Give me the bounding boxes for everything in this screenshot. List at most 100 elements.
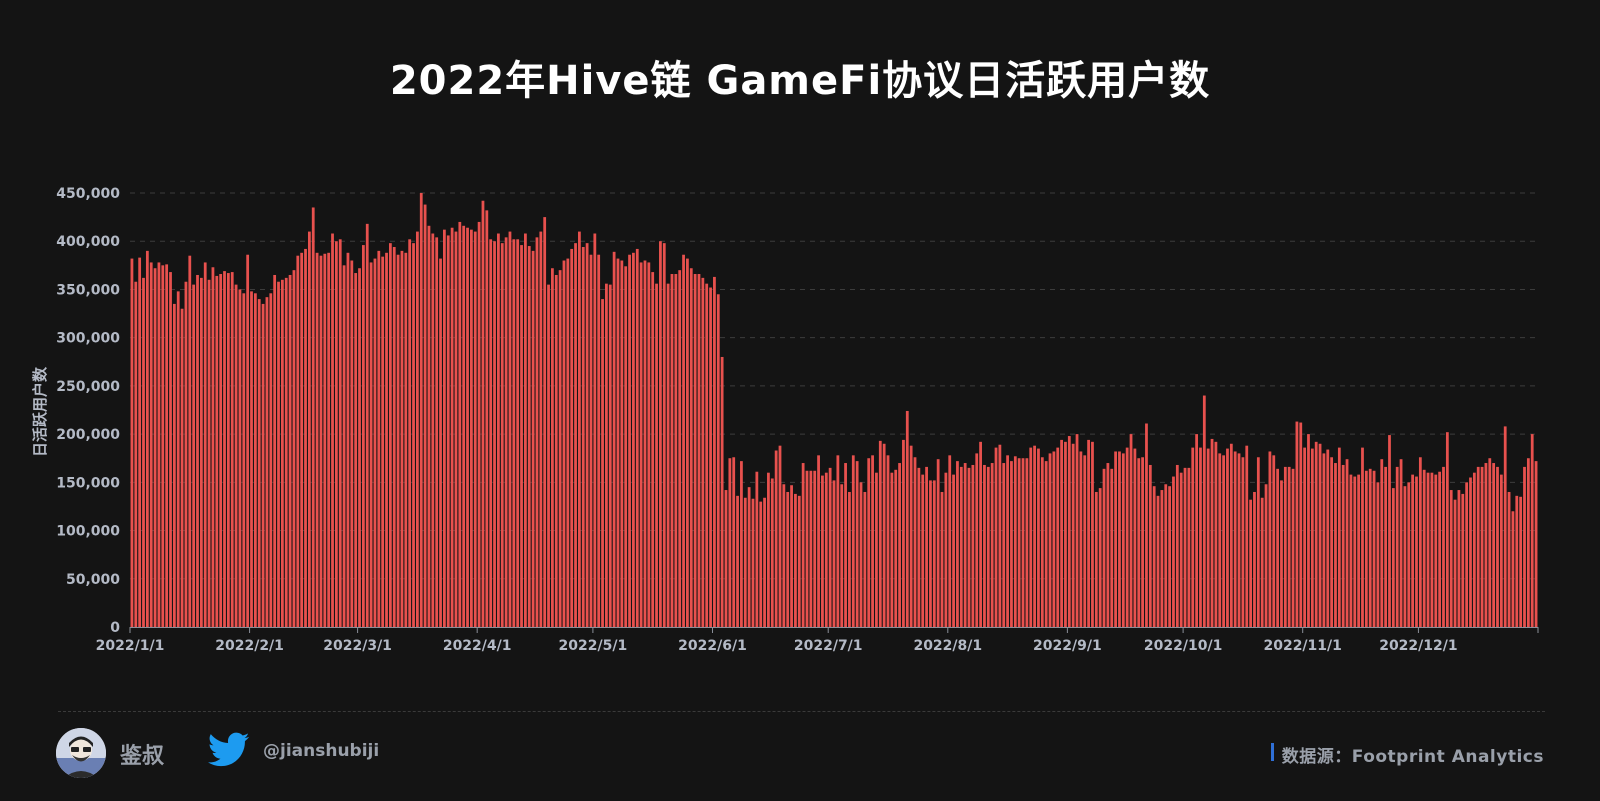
bar — [1530, 434, 1534, 627]
bar — [477, 221, 481, 627]
bar — [1017, 458, 1021, 627]
bar — [902, 439, 905, 627]
bar — [763, 497, 766, 627]
bar — [1091, 441, 1094, 627]
bar — [643, 260, 647, 627]
bar — [1337, 447, 1341, 627]
bar — [419, 193, 423, 627]
bar — [273, 274, 277, 627]
footer-divider — [58, 711, 1545, 712]
bar — [1052, 451, 1056, 627]
bar — [1403, 486, 1407, 627]
bar — [1357, 474, 1361, 627]
bar — [238, 289, 242, 627]
x-tick-label: 2022/12/1 — [1379, 638, 1457, 654]
bar — [1287, 466, 1291, 627]
x-tick-label: 2022/6/1 — [678, 638, 747, 654]
bar — [1511, 511, 1515, 627]
bar — [334, 241, 338, 627]
bar — [493, 241, 496, 627]
x-tick-label: 2022/2/1 — [215, 638, 284, 654]
bar — [269, 293, 273, 627]
bar — [1488, 458, 1492, 627]
bar — [547, 284, 550, 627]
bar — [1075, 434, 1079, 627]
bar — [504, 237, 508, 628]
bar — [898, 463, 901, 627]
bar — [431, 233, 435, 627]
bar — [1434, 474, 1438, 627]
bar — [678, 270, 682, 627]
bar — [886, 455, 890, 627]
bar — [215, 275, 219, 627]
bar — [1114, 451, 1117, 627]
bar — [701, 277, 705, 627]
bar — [925, 466, 928, 627]
bar — [632, 252, 635, 628]
bar — [466, 227, 469, 627]
bar — [1291, 468, 1295, 627]
bar — [1380, 459, 1384, 627]
bar — [855, 461, 859, 627]
bar — [161, 265, 165, 627]
y-tick-label: 150,000 — [56, 475, 120, 491]
bar — [1121, 453, 1125, 627]
bar — [1307, 434, 1310, 627]
bar — [682, 254, 685, 627]
bar — [1071, 443, 1075, 627]
bar — [1222, 455, 1225, 627]
bar — [350, 260, 354, 627]
bar — [408, 239, 412, 628]
bar — [689, 268, 693, 627]
bar — [142, 277, 145, 627]
bar — [1013, 456, 1017, 627]
bar — [520, 245, 523, 627]
bar — [1534, 461, 1538, 627]
bar — [527, 246, 531, 628]
bar — [543, 217, 547, 628]
bar — [940, 491, 944, 627]
bar — [770, 478, 774, 627]
bar — [280, 279, 284, 627]
bar — [551, 268, 554, 627]
bar — [944, 472, 948, 627]
bar — [1465, 482, 1469, 627]
bar — [1237, 453, 1241, 627]
bar — [620, 260, 624, 627]
bar — [809, 470, 813, 627]
bar — [242, 293, 246, 627]
bar — [1206, 448, 1210, 627]
bar — [851, 455, 855, 627]
bar — [250, 291, 253, 627]
bar — [1499, 474, 1503, 627]
bar — [716, 294, 720, 627]
bar — [315, 252, 319, 628]
bar — [1372, 470, 1376, 627]
bar — [1110, 468, 1114, 627]
bar — [1083, 455, 1087, 627]
bar — [1156, 495, 1160, 627]
bar — [261, 303, 265, 627]
bar — [805, 470, 809, 627]
bar — [740, 461, 743, 627]
bar — [929, 480, 932, 627]
bar — [450, 227, 454, 627]
bar — [446, 235, 450, 627]
bar — [612, 251, 616, 627]
bar — [512, 239, 516, 628]
bar — [1214, 441, 1218, 627]
x-tick-label: 2022/8/1 — [913, 638, 982, 654]
bar — [844, 463, 847, 627]
twitter-bird-icon — [208, 732, 250, 767]
bar — [778, 445, 782, 627]
bar — [616, 258, 620, 627]
chart-title: 2022年Hive链 GameFi协议日活跃用户数 — [389, 58, 1211, 104]
x-tick-label: 2022/1/1 — [96, 638, 165, 654]
bar — [720, 356, 724, 627]
bar — [1496, 466, 1499, 627]
bar — [801, 463, 805, 627]
author-name: 鉴叔 — [120, 744, 165, 769]
bar — [165, 264, 169, 627]
bar — [172, 303, 176, 627]
bar — [327, 252, 331, 628]
